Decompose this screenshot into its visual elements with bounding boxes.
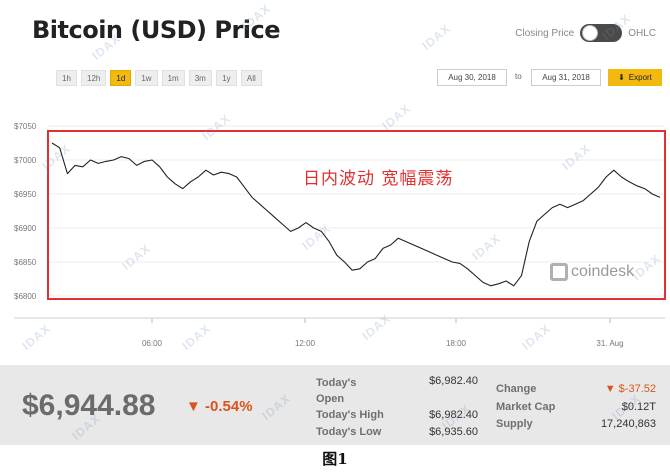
price-mode-toggle[interactable]: Closing Price OHLC bbox=[515, 24, 656, 42]
supply-value: 17,240,863 bbox=[600, 418, 656, 430]
todays-low-value: $6,935.60 bbox=[429, 426, 478, 438]
y-tick-label: $6800 bbox=[14, 292, 37, 301]
x-tick-label: 18:00 bbox=[446, 339, 467, 348]
page-title: Bitcoin (USD) Price bbox=[32, 16, 281, 44]
chart-annotation: 日内波动 宽幅震荡 bbox=[303, 169, 454, 189]
range-button-3m[interactable]: 3m bbox=[188, 70, 212, 86]
supply-label: Supply bbox=[496, 418, 533, 430]
price-chart: $7050 $7000 $6950 $6900 $6850 $6800 06:00 12:00… bbox=[14, 122, 666, 348]
y-tick-label: $6900 bbox=[14, 224, 37, 233]
y-tick-label: $6950 bbox=[14, 190, 37, 199]
price-change-percent: ▼ -0.54% bbox=[186, 398, 253, 415]
export-label: Export bbox=[628, 73, 652, 82]
date-to-input[interactable]: Aug 31, 2018 bbox=[531, 69, 601, 86]
toggle-switch[interactable] bbox=[580, 24, 623, 42]
range-button-12h[interactable]: 12h bbox=[81, 70, 107, 86]
date-to-label: to bbox=[515, 72, 522, 81]
coindesk-wordmark: coindesk bbox=[571, 263, 635, 280]
range-button-1m[interactable]: 1m bbox=[161, 70, 185, 86]
closing-price-label: Closing Price bbox=[515, 27, 575, 39]
coindesk-logo: coindesk bbox=[550, 263, 634, 281]
current-price: $6,944.88 bbox=[22, 389, 156, 422]
range-selector: 1h 12h 1d 1w 1m 3m 1y All bbox=[56, 70, 262, 86]
todays-open-label: Today's Open bbox=[316, 377, 357, 405]
range-button-1h[interactable]: 1h bbox=[56, 70, 77, 86]
x-tick-label: 06:00 bbox=[142, 339, 163, 348]
coindesk-icon bbox=[550, 263, 568, 281]
highlight-box bbox=[47, 130, 666, 300]
download-icon: ⬇ bbox=[618, 73, 625, 82]
figure-caption: 图1 bbox=[322, 450, 348, 468]
range-button-1y[interactable]: 1y bbox=[215, 70, 237, 86]
toggle-knob bbox=[582, 25, 599, 41]
todays-high-label: Today's High bbox=[316, 409, 384, 421]
change-value: ▼ $-37.52 bbox=[604, 383, 656, 395]
ohlc-label: OHLC bbox=[628, 27, 656, 39]
price-series-line bbox=[51, 142, 661, 287]
x-tick-label: 31. Aug bbox=[596, 339, 623, 348]
todays-open-value: $6,982.40 bbox=[429, 375, 478, 387]
todays-low-label: Today's Low bbox=[316, 426, 382, 438]
stats-panel: $6,944.88 ▼ -0.54% Today's Open $6,982.4… bbox=[0, 365, 670, 445]
x-tick-label: 12:00 bbox=[295, 339, 316, 348]
y-tick-label: $6850 bbox=[14, 258, 37, 267]
date-from-input[interactable]: Aug 30, 2018 bbox=[437, 69, 507, 86]
export-button[interactable]: ⬇ Export bbox=[608, 69, 662, 86]
market-cap-label: Market Cap bbox=[496, 401, 556, 413]
y-tick-label: $7000 bbox=[14, 156, 37, 165]
todays-high-value: $6,982.40 bbox=[429, 409, 478, 421]
market-cap-value: $0.12T bbox=[621, 401, 656, 413]
y-tick-label: $7050 bbox=[14, 122, 37, 131]
change-label: Change bbox=[496, 383, 537, 395]
range-button-all[interactable]: All bbox=[240, 70, 262, 86]
range-button-1w[interactable]: 1w bbox=[135, 70, 158, 86]
range-button-1d[interactable]: 1d bbox=[110, 70, 132, 86]
